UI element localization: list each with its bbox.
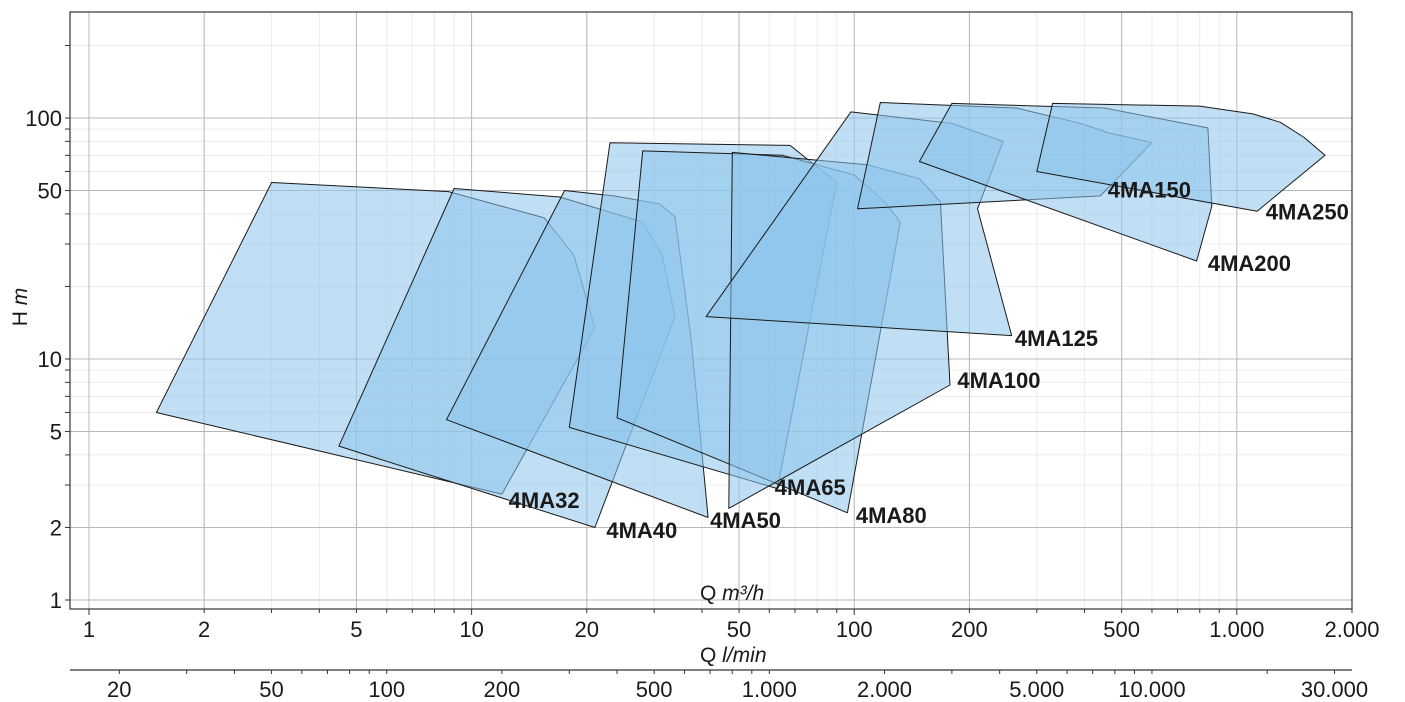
x-axis-label-unit: m³/h — [722, 582, 764, 605]
region-label-4ma40: 4MA40 — [606, 518, 677, 543]
region-4ma250 — [1036, 102, 1326, 212]
plot-frame — [69, 11, 1353, 610]
x2-tick-label: 30.000 — [1301, 677, 1368, 702]
x-tick-label: 2.000 — [1324, 617, 1379, 642]
y-axis-ticks: 1 2 5 10 50 100 — [25, 44, 70, 613]
secondary-x-axis-label-unit: l/min — [722, 644, 766, 667]
x-tick-label: 5 — [350, 617, 362, 642]
y-tick-label: 2 — [50, 515, 62, 540]
x-axis-label: Q m³/h — [700, 582, 764, 605]
region-label-4ma65: 4MA65 — [775, 475, 846, 500]
y-tick-label: 50 — [38, 179, 62, 204]
region-label-4ma50: 4MA50 — [710, 508, 781, 533]
region-label-4ma80: 4MA80 — [856, 503, 927, 528]
y-tick-label: 100 — [25, 106, 62, 131]
y-tick-label: 10 — [38, 347, 62, 372]
x-tick-label: 200 — [951, 617, 988, 642]
secondary-x-axis-ticks: 20 50 100 200 500 1.000 2.000 5.000 10.000 30.000 — [107, 670, 1368, 702]
region-label-4ma32: 4MA32 — [509, 488, 580, 513]
x2-tick-label: 500 — [636, 677, 673, 702]
x-tick-label: 500 — [1103, 617, 1140, 642]
region-labels: 4MA32 4MA40 4MA50 4MA65 4MA80 4MA100 4MA125 4MA… — [509, 178, 1349, 544]
pump-regions — [155, 102, 1326, 528]
x2-tick-label: 5.000 — [1009, 677, 1064, 702]
secondary-x-axis-label-prefix: Q — [700, 644, 722, 667]
y-axis-label-prefix: H — [9, 305, 32, 326]
x-tick-label: 10 — [459, 617, 483, 642]
region-label-4ma250: 4MA250 — [1266, 199, 1349, 224]
region-label-4ma125: 4MA125 — [1015, 326, 1098, 351]
x-axis-label-prefix: Q — [700, 582, 722, 605]
x2-tick-label: 2.000 — [857, 677, 912, 702]
x2-tick-label: 200 — [484, 677, 521, 702]
x2-tick-label: 20 — [107, 677, 131, 702]
x-tick-label: 2 — [198, 617, 210, 642]
y-tick-label: 1 — [50, 588, 62, 613]
secondary-x-axis-label: Q l/min — [700, 644, 767, 667]
x-tick-label: 20 — [575, 617, 599, 642]
x-axis-ticks: 1 2 5 10 20 50 100 200 500 1.000 2.000 — [83, 609, 1380, 642]
y-tick-label: 5 — [50, 420, 62, 445]
x2-tick-label: 10.000 — [1118, 677, 1185, 702]
y-axis-label: H m — [9, 288, 32, 327]
region-label-4ma200: 4MA200 — [1208, 251, 1291, 276]
x2-tick-label: 100 — [368, 677, 405, 702]
x-tick-label: 1.000 — [1209, 617, 1264, 642]
region-label-4ma150: 4MA150 — [1108, 178, 1191, 203]
x-tick-label: 50 — [727, 617, 751, 642]
x-tick-label: 100 — [836, 617, 873, 642]
y-axis-label-unit: m — [9, 288, 32, 306]
x2-tick-label: 1.000 — [742, 677, 797, 702]
x-tick-label: 1 — [83, 617, 95, 642]
x2-tick-label: 50 — [259, 677, 283, 702]
region-label-4ma100: 4MA100 — [957, 368, 1040, 393]
